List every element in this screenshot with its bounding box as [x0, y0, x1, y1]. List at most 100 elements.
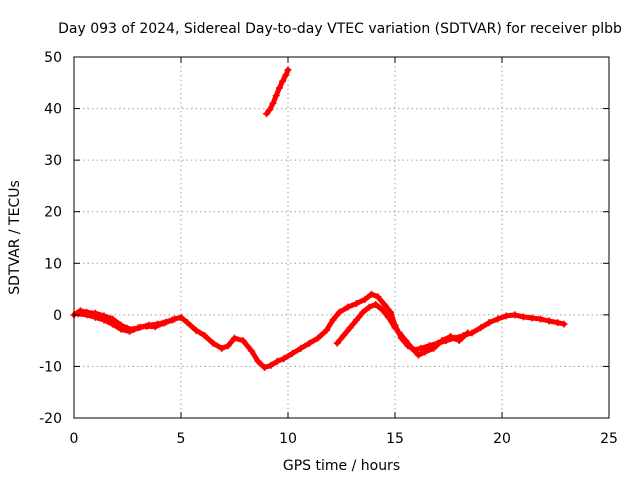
data-point	[430, 344, 438, 352]
data-point	[126, 327, 134, 335]
data-point	[359, 308, 367, 316]
data-point	[447, 333, 455, 341]
data-point	[378, 306, 386, 314]
data-point	[335, 308, 343, 316]
x-tick-label: 20	[493, 431, 511, 447]
y-tick-label: 50	[44, 50, 62, 66]
data-point	[272, 92, 280, 100]
x-tick-label: 25	[600, 431, 618, 447]
grid-lines	[74, 57, 609, 418]
data-point	[260, 363, 268, 371]
chart-title: Day 093 of 2024, Sidereal Day-to-day VTE…	[58, 21, 622, 37]
data-point	[192, 326, 200, 334]
data-point	[280, 355, 288, 363]
axis-ticks: 0 5 10 15 20 25 -20 -10 0 10 20 30 40 50	[39, 50, 618, 447]
data-point	[385, 313, 393, 321]
data-point	[266, 106, 274, 114]
data-point	[267, 361, 275, 369]
data-point	[231, 334, 238, 342]
x-tick-label: 10	[279, 431, 297, 447]
series-high-segment	[263, 66, 292, 118]
data-point	[344, 303, 352, 311]
data-point	[352, 300, 360, 308]
data-point	[279, 77, 287, 85]
data-point	[340, 331, 348, 339]
data-point	[100, 316, 108, 324]
series-offset-track-a	[74, 310, 176, 335]
data-point	[275, 84, 283, 92]
data-point	[519, 313, 527, 321]
data-point	[160, 319, 168, 327]
data-point	[269, 99, 277, 107]
data-point	[455, 337, 463, 345]
data-point	[346, 324, 354, 332]
y-tick-label: 30	[44, 153, 62, 169]
series-band	[334, 302, 398, 346]
data-point	[218, 344, 226, 352]
data-point	[361, 295, 369, 303]
data-point	[329, 316, 337, 324]
data-point	[297, 344, 305, 352]
data-point	[314, 334, 322, 342]
data-point	[74, 310, 82, 318]
data-point	[209, 339, 217, 347]
data-point	[374, 293, 382, 301]
data-point	[91, 313, 99, 321]
data-point	[282, 71, 290, 79]
data-point	[545, 317, 553, 325]
data-point	[168, 316, 176, 324]
x-tick-label: 0	[70, 431, 79, 447]
data-point	[380, 301, 388, 309]
data-point	[151, 323, 159, 331]
data-point	[421, 348, 429, 356]
y-tick-label: 40	[44, 102, 62, 118]
y-tick-label: 10	[44, 256, 62, 272]
data-point	[464, 329, 472, 337]
y-tick-label: 20	[44, 205, 62, 221]
x-axis-label: GPS time / hours	[283, 458, 400, 474]
data-point	[273, 357, 281, 365]
data-point	[372, 301, 380, 309]
y-axis-label: SDTVAR / TECUs	[7, 180, 23, 295]
data-point	[224, 342, 232, 350]
data-point	[183, 319, 191, 327]
data-point	[438, 337, 446, 345]
data-point	[143, 322, 151, 330]
data-point	[254, 357, 262, 365]
data-series	[70, 66, 568, 371]
series-offset-track-b	[333, 301, 399, 347]
data-point	[415, 351, 423, 359]
x-tick-label: 15	[386, 431, 404, 447]
data-point	[554, 319, 562, 327]
series-offset-track-c	[395, 329, 472, 359]
data-point	[248, 347, 256, 355]
data-point	[502, 312, 510, 320]
y-tick-label: 0	[53, 308, 62, 324]
y-tick-label: -10	[39, 359, 62, 375]
data-point	[284, 66, 292, 74]
data-point	[391, 324, 399, 332]
data-point	[408, 344, 416, 352]
y-tick-label: -20	[39, 411, 62, 427]
data-point	[177, 313, 185, 321]
data-point	[485, 319, 493, 327]
data-point	[365, 303, 373, 311]
data-point	[528, 314, 536, 322]
data-point	[352, 316, 360, 324]
series-band	[396, 330, 471, 358]
data-point	[402, 337, 410, 345]
data-point	[263, 110, 271, 118]
data-point	[477, 324, 485, 332]
data-point	[239, 337, 247, 345]
series-band	[71, 291, 567, 370]
data-point	[117, 325, 125, 333]
data-point	[511, 311, 519, 319]
data-point	[288, 350, 296, 358]
data-point	[134, 324, 142, 332]
data-point	[387, 308, 395, 316]
data-point	[201, 331, 209, 339]
series-main-track	[70, 290, 568, 371]
x-tick-label: 5	[177, 431, 186, 447]
data-point	[537, 315, 545, 323]
